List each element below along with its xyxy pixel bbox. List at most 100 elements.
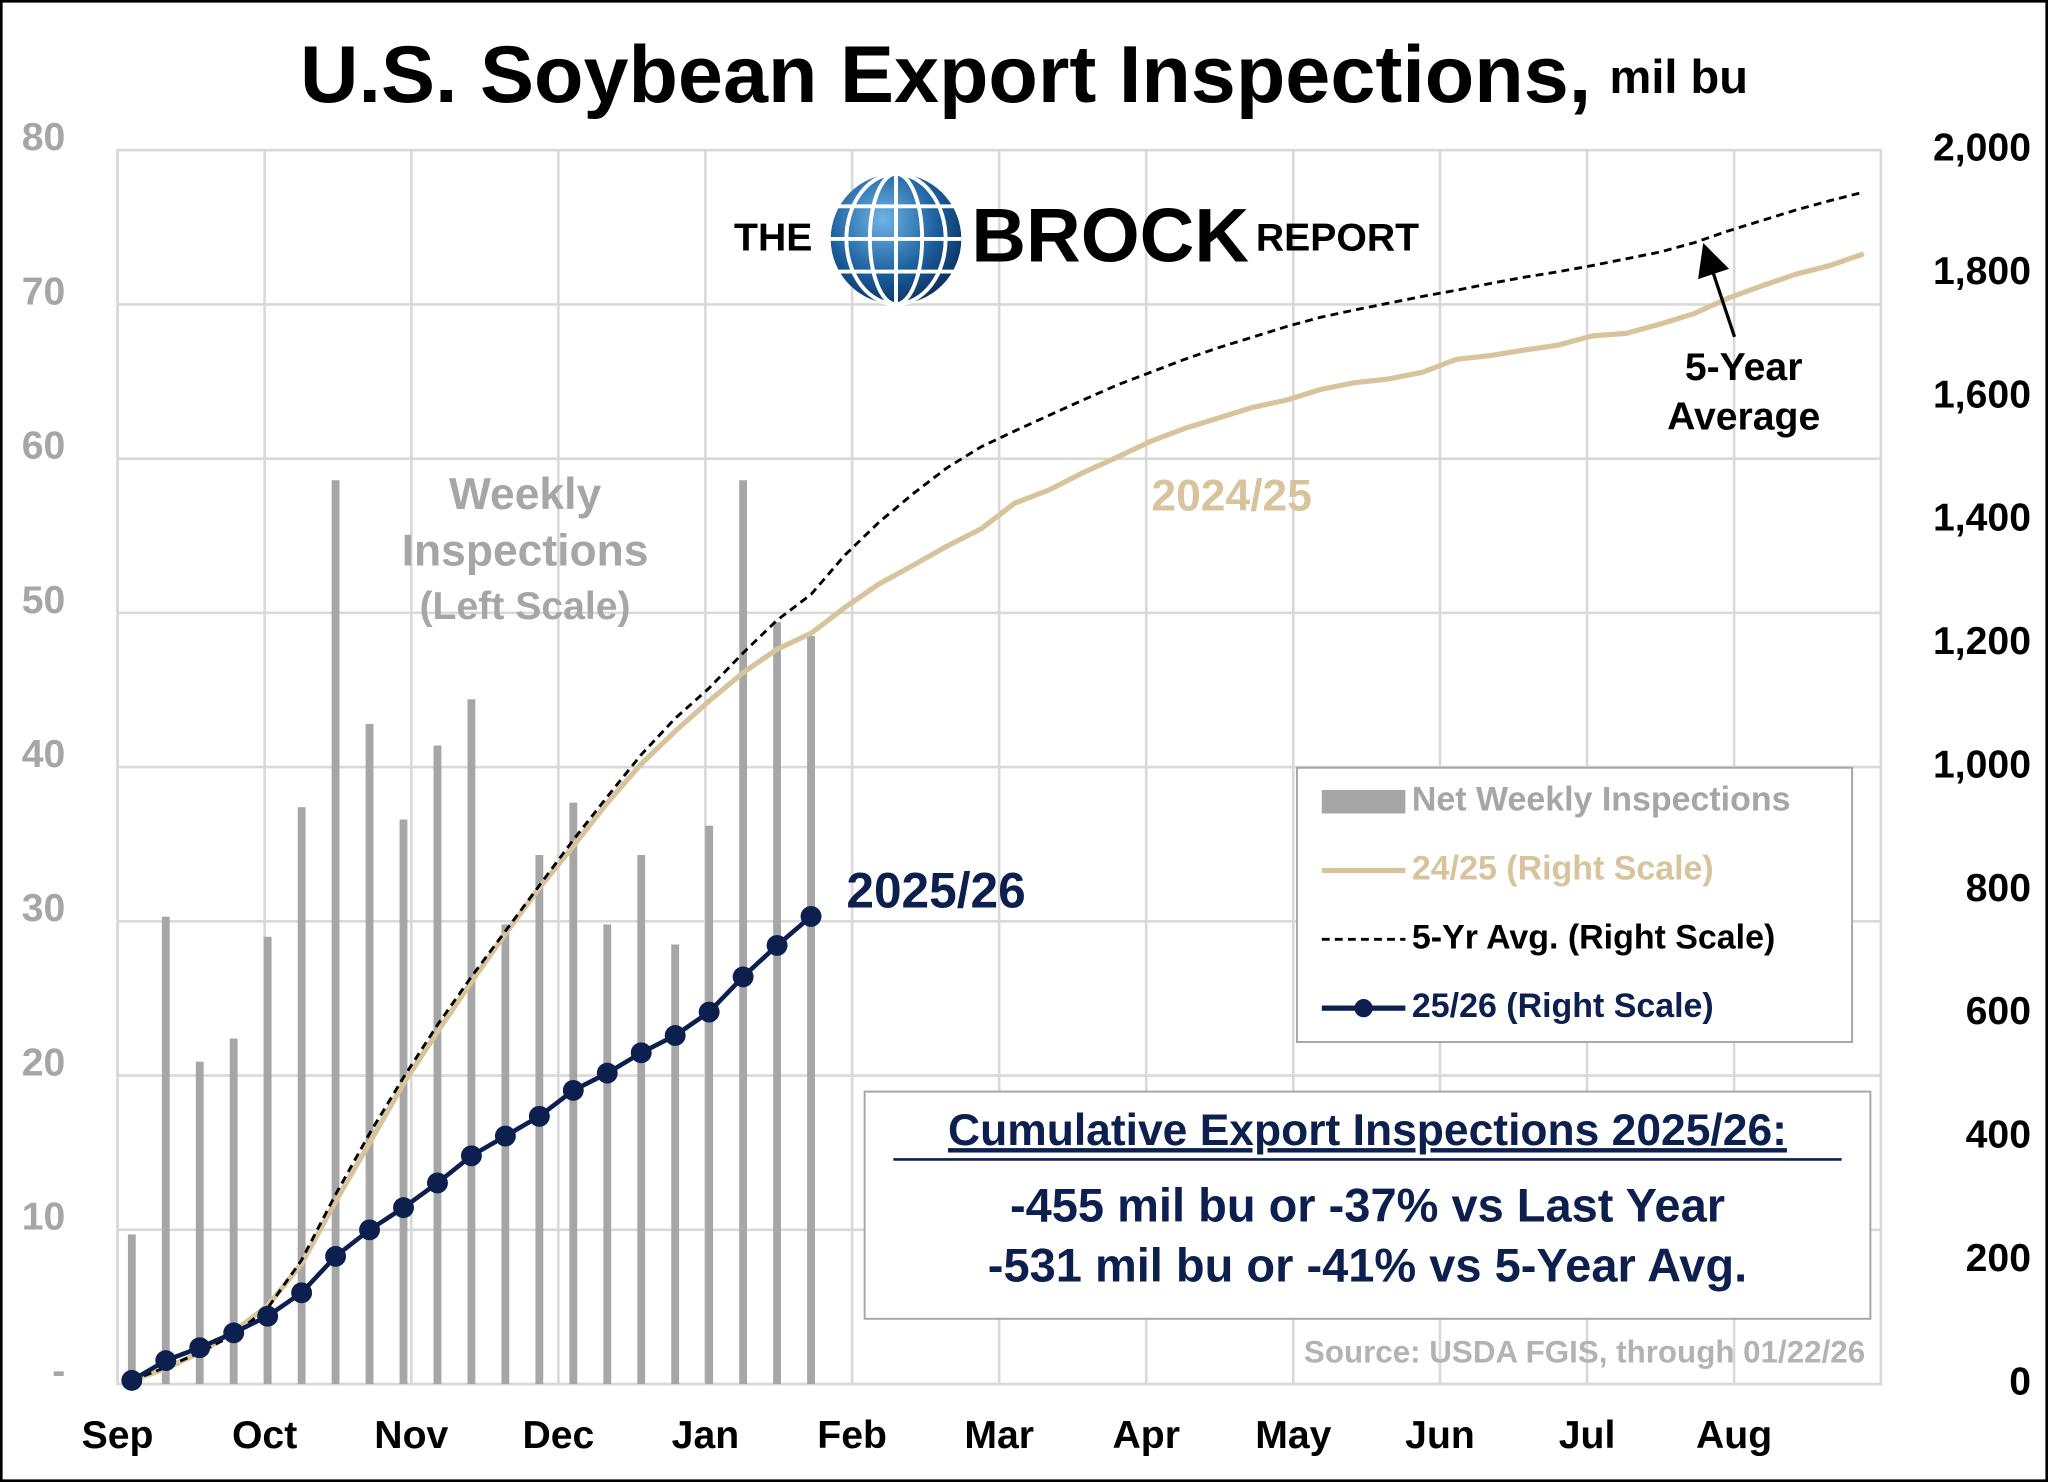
marker [766, 934, 788, 956]
legend-swatch [1321, 789, 1406, 814]
y-tick-label: 70 [22, 270, 66, 313]
bar [399, 819, 408, 1385]
legend-marker [1354, 999, 1373, 1018]
legend-label: Net Weekly Inspections [1412, 781, 1791, 819]
marker [325, 1245, 347, 1267]
annotations: Weekly Inspections (Left Scale) 2024/25 … [402, 243, 1820, 919]
series-label: 2024/25 [1151, 472, 1311, 521]
summary: Cumulative Export Inspections 2025/26: -… [863, 1090, 1872, 1320]
marker [257, 1305, 279, 1327]
marker [664, 1025, 686, 1046]
y2-tick-label: 800 [1966, 867, 2031, 910]
logo-brock: BROCK [971, 194, 1249, 279]
marker [562, 1079, 584, 1101]
legend-label: 5-Yr Avg. (Right Scale) [1412, 918, 1775, 956]
bar [807, 636, 815, 1385]
marker [732, 966, 754, 988]
x-tick-label: Jul [1559, 1414, 1616, 1457]
bar [297, 807, 306, 1385]
logo-globe-lines [830, 171, 962, 307]
y2-tick-label: 1,200 [1933, 620, 2031, 663]
marker [698, 1001, 720, 1023]
x-tick-label: Aug [1696, 1414, 1772, 1457]
x-tick-label: Jan [672, 1414, 739, 1457]
logo: THE BROCK REPORT [734, 171, 1419, 307]
title-units: mil bu [1610, 50, 1748, 103]
line [130, 251, 1865, 1383]
summary-box [863, 1090, 1872, 1320]
arrow [1698, 243, 1737, 338]
marker [460, 1145, 482, 1167]
weekly-label: Weekly [449, 470, 602, 519]
marker [800, 905, 822, 927]
summary-heading: Cumulative Export Inspections 2025/26: [948, 1106, 1787, 1155]
line [131, 190, 1865, 1382]
bar [263, 936, 272, 1385]
y2-tick-label: 600 [1966, 990, 2031, 1033]
bar [195, 1061, 204, 1385]
marker [223, 1322, 245, 1344]
y2-tick-label: 400 [1966, 1114, 2031, 1157]
y2-tick-label: 1,600 [1933, 373, 2031, 416]
marker [121, 1369, 143, 1391]
bar [637, 855, 646, 1385]
x-tick-label: Feb [817, 1414, 887, 1457]
x-tick-label: Apr [1113, 1414, 1180, 1457]
x-tick-label: May [1255, 1414, 1331, 1457]
marker [494, 1125, 516, 1147]
x-tick-label: Sep [82, 1414, 154, 1457]
weekly-label: (Left Scale) [420, 585, 631, 628]
bar [229, 1038, 238, 1385]
x-tick-label: Dec [522, 1414, 594, 1457]
marker [359, 1219, 380, 1241]
series-label: 2025/26 [846, 863, 1025, 919]
marker [528, 1105, 550, 1127]
y2-tick-label: 1,400 [1933, 497, 2031, 540]
bar [161, 916, 170, 1385]
logo-the: THE [734, 217, 812, 260]
marks [121, 190, 1865, 1391]
source: Source: USDA FGIS, through 01/22/26 [1304, 1334, 1865, 1369]
x-tick-label: Oct [232, 1414, 297, 1457]
bar [433, 745, 442, 1385]
marker [596, 1062, 618, 1084]
plot-border [116, 148, 1883, 1386]
x-tick-label: Nov [374, 1414, 448, 1457]
logo-report: REPORT [1256, 217, 1419, 260]
five-year-label: 5-Year [1685, 346, 1803, 389]
bar [603, 924, 612, 1385]
marker [393, 1197, 414, 1219]
bar [705, 825, 714, 1385]
y2-tick-label: 0 [2009, 1360, 2031, 1403]
marker [291, 1282, 313, 1304]
y-tick-label: 40 [22, 733, 66, 776]
y2-tick-label: 2,000 [1933, 127, 2031, 170]
summary-line: -455 mil bu or -37% vs Last Year [1010, 1179, 1725, 1232]
y-tick-label: 50 [22, 579, 66, 622]
marker [189, 1337, 211, 1359]
y2-tick-label: 1,800 [1933, 250, 2031, 293]
x-tick-label: Jun [1405, 1414, 1475, 1457]
five-year-label: Average [1667, 395, 1820, 438]
x-tick-label: Mar [964, 1414, 1034, 1457]
title: U.S. Soybean Export Inspections, mil bu [300, 30, 1748, 120]
bar [127, 1234, 136, 1385]
y-tick-label: 20 [22, 1041, 66, 1084]
bar [365, 723, 374, 1385]
marker [630, 1042, 652, 1064]
marker [155, 1350, 177, 1372]
bar [501, 924, 510, 1385]
y-tick-label: 10 [22, 1196, 66, 1239]
bar [331, 480, 340, 1385]
y2-tick-label: 1,000 [1933, 743, 2031, 786]
summary-line: -531 mil bu or -41% vs 5-Year Avg. [988, 1239, 1747, 1292]
legend-label: 24/25 (Right Scale) [1412, 850, 1714, 888]
y-tick-label: 80 [22, 116, 66, 159]
y-tick-label: - [52, 1350, 65, 1393]
weekly-label: Inspections [402, 526, 649, 575]
bar [773, 622, 781, 1385]
legend-label: 25/26 (Right Scale) [1412, 987, 1714, 1025]
bar [739, 480, 748, 1385]
